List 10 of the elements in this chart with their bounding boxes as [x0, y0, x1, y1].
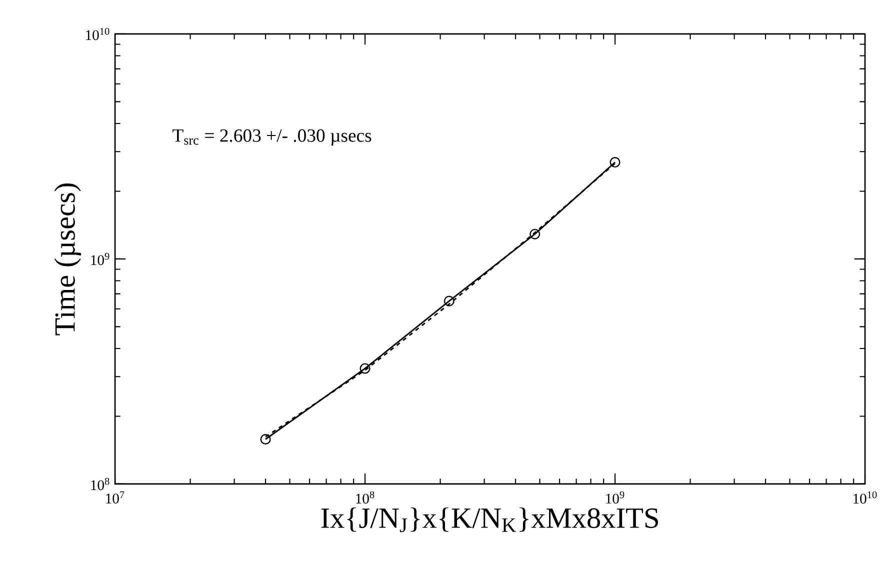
- y-tick-label: 10$^{9}$: [91, 252, 110, 266]
- y-tick-label: 10$^{8}$: [91, 478, 110, 490]
- x-tick-label: 10$^{8}$: [356, 491, 374, 504]
- annotation: T$_{src}$ = 2.603 +/- .030 µsecs: [172, 129, 372, 146]
- x-tick-label: 10$^{9}$: [606, 491, 624, 504]
- x-axis-title: Ix{J/N$_{J}$}x{K/N$_{K}$}xMx8xITS: [321, 507, 658, 532]
- y-tick-label: 10$^{10}$: [86, 28, 110, 40]
- x-tick-label: 10$^{7}$: [106, 491, 124, 504]
- y-axis-title: Time (µsecs): [54, 184, 81, 336]
- x-tick-label: 10$^{10}$: [854, 491, 877, 504]
